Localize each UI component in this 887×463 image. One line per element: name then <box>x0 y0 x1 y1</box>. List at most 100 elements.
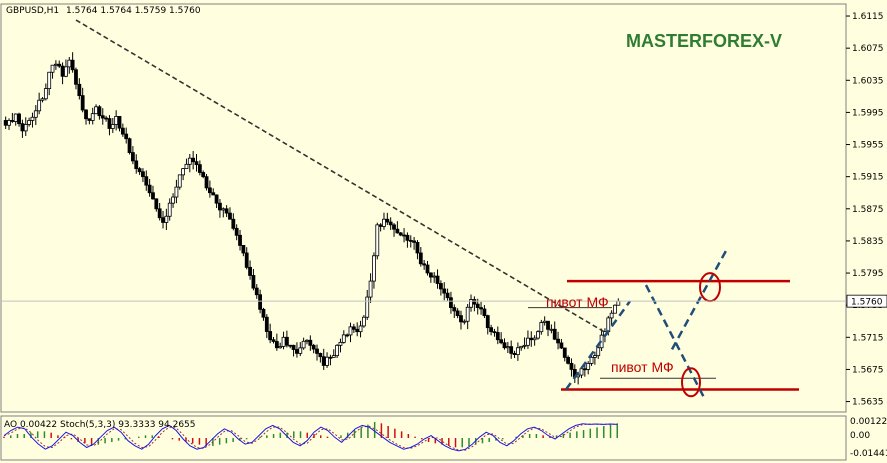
candle-body <box>194 161 199 166</box>
candle-body <box>318 352 323 358</box>
candle-body <box>207 187 212 194</box>
candle-body <box>459 315 463 323</box>
candle-body <box>281 336 286 347</box>
candle-body <box>23 124 28 132</box>
candle-body <box>331 355 336 358</box>
candle-body <box>130 152 135 162</box>
candle-body <box>408 239 413 242</box>
candle-body <box>298 347 303 354</box>
candle-body <box>10 120 15 122</box>
candle-body <box>154 198 159 210</box>
projection-down <box>644 284 706 399</box>
pivot-label-upper: пивот МФ <box>546 294 609 310</box>
candle-body <box>539 322 544 333</box>
candle-body <box>355 328 360 333</box>
candle-body <box>74 69 78 85</box>
candle-body <box>151 192 155 200</box>
candle-body <box>110 124 115 129</box>
candle-body <box>335 344 340 357</box>
candle-body <box>485 315 490 329</box>
candle-body <box>234 227 239 236</box>
candle-body <box>117 116 122 129</box>
candle-body <box>204 176 209 189</box>
candle-body <box>345 334 350 337</box>
candle-body <box>197 164 202 173</box>
candle-body <box>120 127 125 135</box>
candle-body <box>311 344 316 350</box>
candle-body <box>7 120 11 126</box>
candle-body <box>268 331 273 341</box>
candle-body <box>589 356 594 364</box>
candle-body <box>536 331 540 339</box>
candle-body <box>529 337 534 341</box>
candle-body <box>358 325 363 333</box>
candles-layer <box>3 52 621 385</box>
candle-body <box>365 296 370 318</box>
candle-body <box>64 66 68 77</box>
candle-body <box>592 355 597 358</box>
candle-body <box>90 113 95 121</box>
candle-body <box>291 344 296 350</box>
candle-body <box>321 356 326 366</box>
candle-body <box>177 174 182 188</box>
candle-body <box>315 348 319 354</box>
candle-body <box>201 172 206 178</box>
candle-body <box>566 356 571 364</box>
candle-body <box>164 215 169 223</box>
y-tick-label: 1.5675 <box>852 365 884 375</box>
trendline <box>75 19 605 333</box>
candle-body <box>87 118 92 121</box>
candle-body <box>184 163 189 170</box>
candle-body <box>375 224 380 257</box>
indicator-frame <box>0 415 847 461</box>
candle-body <box>244 252 249 268</box>
candle-body <box>167 202 172 217</box>
candle-body <box>27 120 32 125</box>
y-tick-label: 1.5995 <box>852 108 884 118</box>
candle-body <box>20 123 25 132</box>
y-tick-label: 1.5955 <box>852 141 884 151</box>
candle-body <box>425 264 430 274</box>
candle-body <box>351 326 356 330</box>
candle-body <box>402 234 406 237</box>
candle-body <box>50 64 55 73</box>
candle-body <box>224 208 229 214</box>
candle-body <box>432 275 437 278</box>
candle-body <box>77 83 82 97</box>
candle-body <box>124 133 129 140</box>
y-tick-label: 1.5915 <box>852 173 884 183</box>
candle-body <box>455 310 460 317</box>
candle-body <box>174 186 179 198</box>
candle-body <box>542 320 547 323</box>
candle-body <box>305 339 309 342</box>
candle-body <box>17 113 21 125</box>
candle-body <box>141 171 145 178</box>
candle-body <box>228 212 232 220</box>
candle-body <box>465 306 470 322</box>
projection-up-2 <box>670 248 729 350</box>
candle-body <box>278 346 283 349</box>
candle-body <box>301 340 306 349</box>
candle-body <box>549 328 554 331</box>
candle-body <box>211 192 216 196</box>
candle-body <box>33 110 38 118</box>
candle-body <box>261 308 266 318</box>
candle-body <box>3 120 8 126</box>
stoch-main-line <box>3 423 618 452</box>
candle-body <box>191 157 196 163</box>
candle-body <box>127 138 132 153</box>
candle-body <box>512 352 517 355</box>
y-tick-label: 1.6115 <box>852 12 884 22</box>
candle-body <box>559 342 564 349</box>
candle-body <box>341 334 346 343</box>
candle-body <box>47 71 52 90</box>
candle-body <box>499 339 504 344</box>
candle-body <box>479 307 483 310</box>
price-frame <box>0 3 847 413</box>
candle-body <box>562 347 567 358</box>
candle-body <box>582 368 587 371</box>
candle-body <box>60 65 65 77</box>
candle-body <box>609 312 614 319</box>
